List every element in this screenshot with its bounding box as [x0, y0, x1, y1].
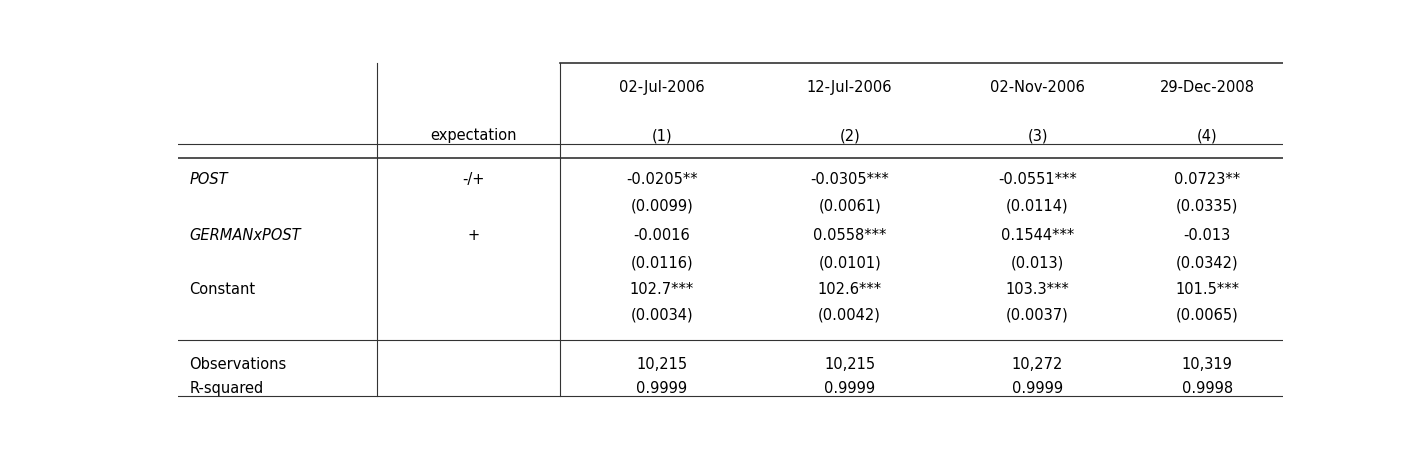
Text: (0.0042): (0.0042): [819, 307, 881, 322]
Text: 0.1544***: 0.1544***: [1001, 229, 1074, 244]
Text: (0.0061): (0.0061): [819, 199, 881, 214]
Text: 10,215: 10,215: [824, 357, 876, 372]
Text: (0.0037): (0.0037): [1007, 307, 1070, 322]
Text: 101.5***: 101.5***: [1175, 282, 1239, 297]
Text: -/+: -/+: [462, 172, 485, 187]
Text: 10,319: 10,319: [1182, 357, 1232, 372]
Text: Constant: Constant: [190, 282, 255, 297]
Text: 0.9999: 0.9999: [824, 381, 876, 396]
Text: (0.013): (0.013): [1011, 255, 1064, 270]
Text: GERMANxPOST: GERMANxPOST: [190, 229, 301, 244]
Text: (0.0034): (0.0034): [630, 307, 693, 322]
Text: R-squared: R-squared: [190, 381, 264, 396]
Text: (0.0116): (0.0116): [630, 255, 693, 270]
Text: 10,272: 10,272: [1012, 357, 1064, 372]
Text: expectation: expectation: [431, 128, 518, 143]
Text: (2): (2): [840, 128, 860, 143]
Text: (0.0114): (0.0114): [1007, 199, 1070, 214]
Text: 29-Dec-2008: 29-Dec-2008: [1159, 80, 1255, 95]
Text: -0.0305***: -0.0305***: [810, 172, 888, 187]
Text: -0.0551***: -0.0551***: [998, 172, 1077, 187]
Text: 0.0558***: 0.0558***: [813, 229, 887, 244]
Text: -0.0205**: -0.0205**: [626, 172, 697, 187]
Text: 10,215: 10,215: [636, 357, 687, 372]
Text: -0.0016: -0.0016: [633, 229, 690, 244]
Text: (0.0101): (0.0101): [819, 255, 881, 270]
Text: 02-Jul-2006: 02-Jul-2006: [619, 80, 704, 95]
Text: 103.3***: 103.3***: [1005, 282, 1070, 297]
Text: 12-Jul-2006: 12-Jul-2006: [807, 80, 893, 95]
Text: (1): (1): [652, 128, 672, 143]
Text: POST: POST: [190, 172, 228, 187]
Text: (0.0099): (0.0099): [630, 199, 693, 214]
Text: (4): (4): [1196, 128, 1218, 143]
Text: (0.0335): (0.0335): [1176, 199, 1238, 214]
Text: (0.0342): (0.0342): [1176, 255, 1238, 270]
Text: Observations: Observations: [190, 357, 287, 372]
Text: 0.9998: 0.9998: [1182, 381, 1232, 396]
Text: 0.9999: 0.9999: [1012, 381, 1062, 396]
Text: 0.0723**: 0.0723**: [1174, 172, 1241, 187]
Text: (0.0065): (0.0065): [1176, 307, 1239, 322]
Text: 0.9999: 0.9999: [636, 381, 687, 396]
Text: 102.6***: 102.6***: [817, 282, 881, 297]
Text: -0.013: -0.013: [1184, 229, 1231, 244]
Text: (3): (3): [1027, 128, 1048, 143]
Text: 02-Nov-2006: 02-Nov-2006: [990, 80, 1085, 95]
Text: 102.7***: 102.7***: [630, 282, 694, 297]
Text: +: +: [468, 229, 481, 244]
